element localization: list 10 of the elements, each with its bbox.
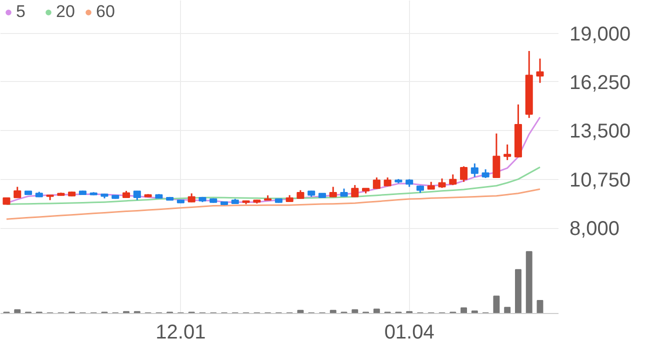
legend-label: 20	[56, 2, 76, 22]
x-tick-label: 01.04	[384, 322, 434, 342]
y-tick-label: 13,500	[570, 120, 631, 143]
legend-label: 5	[16, 2, 26, 22]
x-tick-label: 12.01	[156, 322, 206, 342]
y-tick-label: 16,250	[570, 72, 631, 94]
y-tick-label: 19,000	[570, 23, 631, 46]
y-tick-label: 8,000	[570, 218, 620, 240]
y-tick-label: 10,750	[570, 169, 631, 192]
legend-label: 60	[96, 2, 116, 22]
